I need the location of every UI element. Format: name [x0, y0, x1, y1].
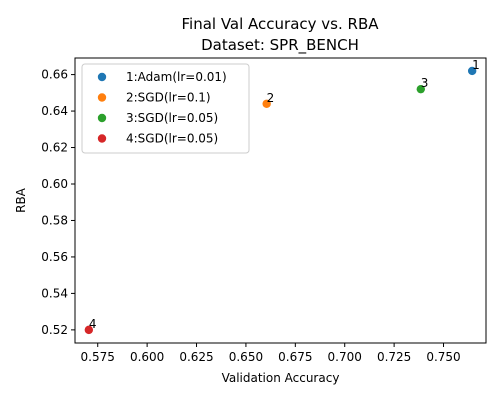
legend-marker	[97, 93, 107, 102]
legend-marker	[97, 72, 107, 82]
legend-entry-label: 2:SGD(lr=0.1)	[126, 91, 211, 105]
point-label-1: 1	[472, 58, 480, 72]
y-tick-label: 0.52	[41, 323, 68, 337]
x-tick-label: 0.675	[278, 350, 312, 364]
x-tick-label: 0.650	[229, 350, 263, 364]
x-tick-label: 0.600	[130, 350, 164, 364]
x-tick-label: 0.575	[81, 350, 115, 364]
legend: 1:Adam(lr=0.01) 2:SGD(lr=0.1) 3:SGD(lr=0.0…	[81, 63, 250, 154]
y-tick-label: 0.60	[41, 177, 68, 191]
y-axis-label: RBA	[14, 187, 28, 213]
legend-frame	[81, 63, 250, 154]
legend-marker	[97, 113, 107, 123]
legend-entry-label: 1:Adam(lr=0.01)	[126, 70, 227, 84]
legend-entry-label: 3:SGD(lr=0.05)	[126, 111, 218, 125]
data-point-3	[416, 84, 425, 94]
legend-marker	[97, 134, 107, 143]
data-point-1	[467, 66, 477, 76]
x-axis-label: Validation Accuracy	[222, 371, 340, 385]
x-tick-label: 0.700	[328, 350, 362, 364]
y-tick-label: 0.64	[41, 104, 68, 118]
x-tick-label: 0.625	[179, 350, 213, 364]
data-point-2	[262, 99, 271, 108]
y-tick-label: 0.66	[41, 68, 68, 82]
legend-entry-label: 4:SGD(lr=0.05)	[126, 132, 218, 146]
point-label-4: 4	[89, 317, 97, 331]
y-tick-label: 0.54	[41, 286, 68, 300]
y-tick-label: 0.62	[41, 141, 68, 155]
plot-frame	[74, 57, 487, 344]
x-tick-label: 0.725	[377, 350, 411, 364]
y-tick-label: 0.58	[41, 213, 68, 227]
x-tick-label: 0.750	[426, 350, 460, 364]
chart-title-line-1: Final Val Accuracy vs. RBA	[181, 15, 379, 33]
plot-area: 0.575 0.600 0.625 0.650 0.675 0.700 0.725 0.750…	[41, 58, 480, 364]
point-label-2: 2	[267, 91, 275, 105]
point-label-3: 3	[421, 76, 429, 90]
data-point-4	[84, 325, 94, 335]
y-tick-label: 0.56	[41, 250, 68, 264]
chart-title-line-2: Dataset: SPR_BENCH	[201, 36, 359, 55]
